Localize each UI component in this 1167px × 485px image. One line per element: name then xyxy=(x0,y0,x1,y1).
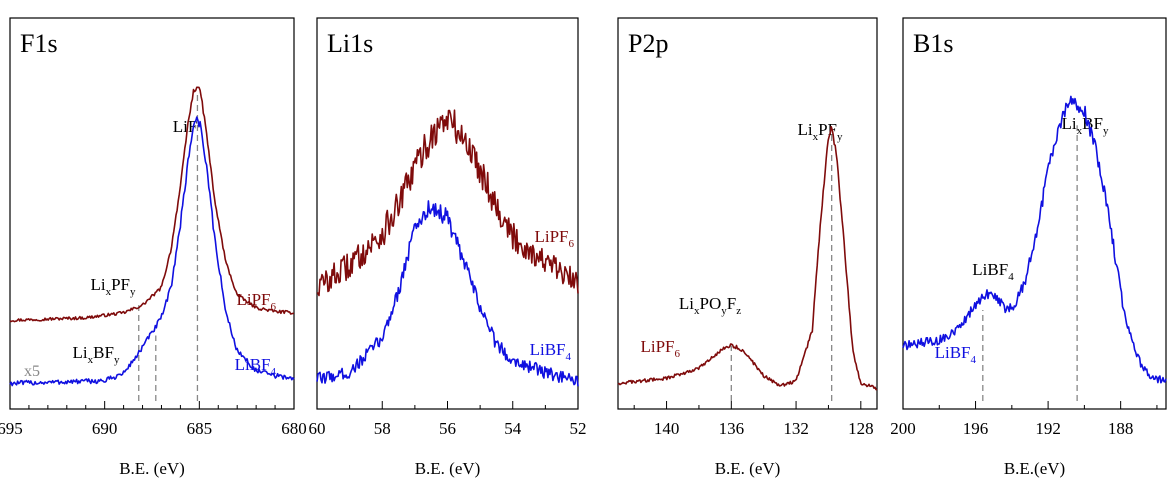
tick-label: 56 xyxy=(439,419,456,438)
peak-label: LixBFy xyxy=(73,343,120,366)
x-axis-label: B.E.(eV) xyxy=(1004,459,1065,478)
panel-f1s: F1s 695 690 685 680 B.E. (eV) LiF LixPFy LixBFy L… xyxy=(0,17,307,478)
tick-label: 136 xyxy=(719,419,745,438)
panel-p2p: P2p 140 136 132 128 B.E. (eV) LixPFy LixPOyFz Li… xyxy=(617,17,878,478)
peak-label: LixPOyFz xyxy=(679,294,741,317)
panel-b1s: B1s 200 196 192 188 B.E.(eV) LixBFy LiBF4 LiBF4 xyxy=(890,17,1167,478)
tick-label: 52 xyxy=(570,419,587,438)
series-line-libf4 xyxy=(902,95,1167,384)
tick-label: 60 xyxy=(309,419,326,438)
legend-lipf6: LiPF6 xyxy=(534,227,574,250)
x-axis: 695 690 685 680 xyxy=(0,401,307,438)
tick-label: 196 xyxy=(963,419,989,438)
panel-title: F1s xyxy=(20,29,58,58)
x-axis-label: B.E. (eV) xyxy=(119,459,185,478)
plot-frame xyxy=(617,17,878,410)
legend-libf4: LiBF4 xyxy=(235,355,277,378)
legend-lipf6: LiPF6 xyxy=(236,290,276,313)
tick-label: 200 xyxy=(890,419,916,438)
series-line-lipf6 xyxy=(316,109,579,297)
tick-label: 188 xyxy=(1108,419,1134,438)
tick-label: 58 xyxy=(374,419,391,438)
series-line-lipf6 xyxy=(617,126,878,391)
series-line-libf4 xyxy=(9,116,295,387)
x-axis: 140 136 132 128 xyxy=(633,401,874,438)
tick-label: 695 xyxy=(0,419,23,438)
legend-lipf6: LiPF6 xyxy=(640,337,680,360)
legend-libf4: LiBF4 xyxy=(530,340,572,363)
tick-label: 140 xyxy=(654,419,680,438)
tick-label: 685 xyxy=(187,419,213,438)
peak-label: LixPFy xyxy=(797,120,843,143)
peak-label: LiF xyxy=(173,117,198,136)
legend-libf4: LiBF4 xyxy=(935,343,977,366)
tick-label: 132 xyxy=(783,419,809,438)
tick-label: 680 xyxy=(281,419,307,438)
peak-label: LixBFy xyxy=(1062,114,1109,137)
tick-label: 690 xyxy=(92,419,118,438)
plot-frame xyxy=(9,17,295,410)
tick-label: 128 xyxy=(848,419,874,438)
x-axis-label: B.E. (eV) xyxy=(715,459,781,478)
tick-label: 54 xyxy=(504,419,522,438)
panel-li1s: Li1s 60 58 56 54 52 B.E. (eV) LiPF6 LiBF4 xyxy=(309,17,587,478)
x-axis: 60 58 56 54 52 xyxy=(309,401,587,438)
peak-label: LiBF4 xyxy=(972,260,1014,283)
panel-title: P2p xyxy=(628,29,668,58)
panel-title: Li1s xyxy=(327,29,373,58)
series-line-lipf6 xyxy=(9,86,294,323)
plot-frame xyxy=(902,17,1167,410)
peak-label: LixPFy xyxy=(90,275,136,298)
series-line-libf4 xyxy=(316,200,579,387)
x-axis-label: B.E. (eV) xyxy=(415,459,481,478)
panel-title: B1s xyxy=(913,29,953,58)
scale-note: x5 xyxy=(24,363,40,380)
tick-label: 192 xyxy=(1035,419,1061,438)
x-axis: 200 196 192 188 xyxy=(890,401,1158,438)
